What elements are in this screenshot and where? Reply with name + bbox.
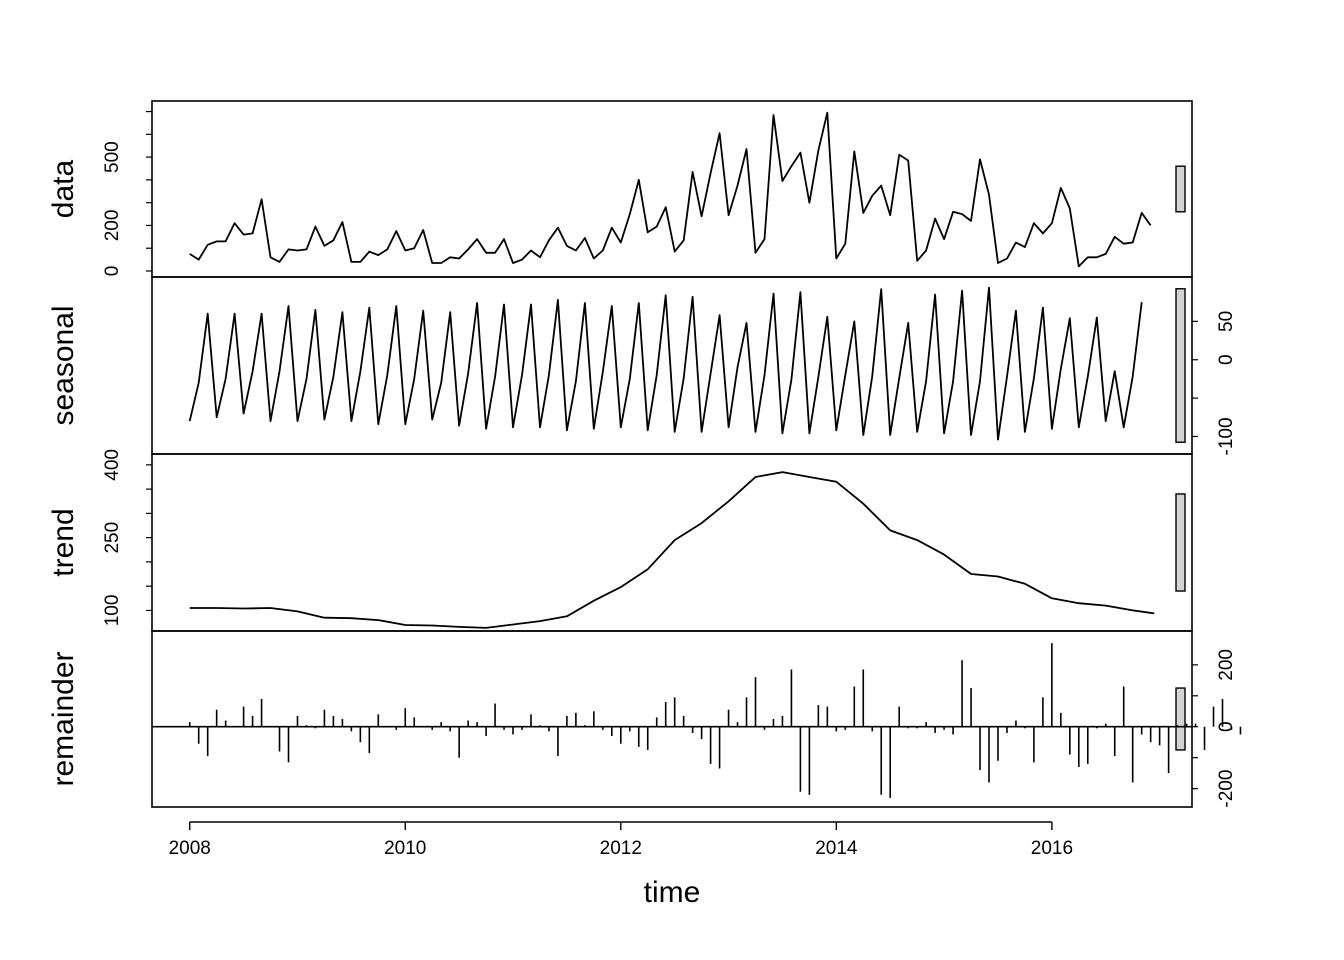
x-axis: 2008 2010 2012 2014 2016 — [169, 821, 1073, 859]
panel-frame-data — [151, 100, 1193, 278]
x-tick-label: 2016 — [1031, 838, 1073, 859]
panel-label-seasonal: seasonal — [47, 305, 80, 425]
y-tick-label-data: 0 — [102, 266, 123, 277]
y-tick-label-seasonal: -100 — [1216, 417, 1237, 455]
series-line-data — [189, 111, 1152, 268]
panel-data: 0 200 500 data — [47, 100, 1193, 278]
y-tick-label-data: 500 — [102, 141, 123, 173]
y-tick-label-trend: 250 — [102, 522, 123, 554]
series-line-trend — [189, 471, 1155, 629]
range-bar-seasonal — [1175, 288, 1186, 443]
y-tick-label-remainder: 200 — [1216, 649, 1237, 681]
panel-label-trend: trend — [47, 508, 80, 576]
range-bar-trend — [1175, 493, 1186, 592]
x-tick-label: 2010 — [384, 838, 426, 859]
x-tick-label: 2012 — [600, 838, 642, 859]
x-axis-label: time — [644, 876, 701, 909]
y-tick-label-remainder: 0 — [1216, 721, 1237, 732]
x-tick-label: 2014 — [815, 838, 858, 859]
y-tick-label-trend: 100 — [102, 595, 123, 627]
range-bar-remainder — [1175, 687, 1186, 751]
range-bar-data — [1175, 165, 1186, 213]
panels-group: 0 200 500 data -100 0 50 seasonal 100 250 400 trend… — [47, 100, 1242, 808]
panel-trend: 100 250 400 trend — [47, 449, 1193, 632]
y-tick-label-seasonal: 0 — [1216, 354, 1237, 365]
panel-remainder: -200 0 200 remainder — [47, 630, 1242, 808]
x-tick-label: 2008 — [169, 838, 211, 859]
panel-seasonal: -100 0 50 seasonal — [47, 276, 1237, 456]
y-tick-label-remainder: -200 — [1216, 770, 1237, 808]
series-line-seasonal — [188, 286, 1143, 441]
y-tick-label-seasonal: 50 — [1216, 311, 1237, 332]
panel-label-remainder: remainder — [47, 651, 80, 786]
y-tick-label-data: 200 — [102, 210, 123, 242]
y-tick-label-trend: 400 — [102, 449, 123, 481]
panel-label-data: data — [47, 159, 80, 218]
panel-frame-remainder — [151, 630, 1193, 808]
